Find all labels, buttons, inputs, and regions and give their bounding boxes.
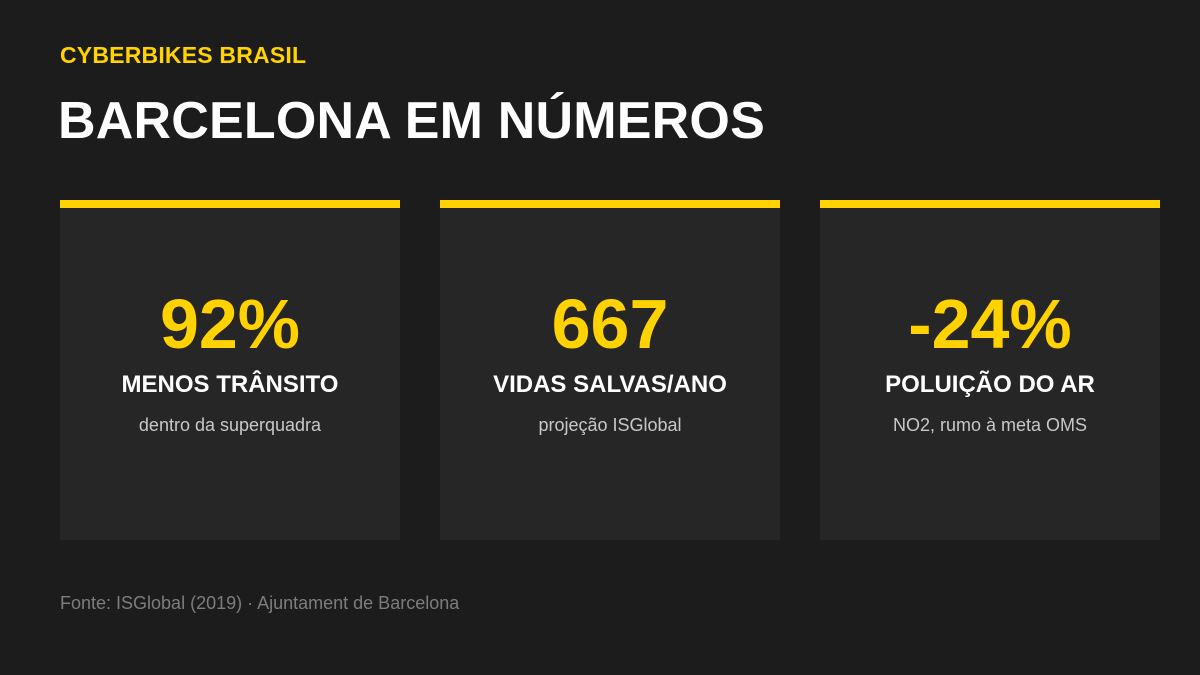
stat-label: POLUIÇÃO DO AR — [885, 371, 1095, 398]
brand-label: CYBERBIKES BRASIL — [60, 42, 307, 68]
stat-value: 667 — [551, 285, 669, 363]
source-footnote: Fonte: ISGlobal (2019) · Ajuntament de B… — [60, 593, 460, 613]
stat-card-pollution: -24% POLUIÇÃO DO AR NO2, rumo à meta OMS — [820, 200, 1160, 540]
stat-label: VIDAS SALVAS/ANO — [493, 371, 727, 398]
page-title: BARCELONA EM NÚMEROS — [58, 92, 765, 150]
stat-value: 92% — [159, 285, 301, 363]
stat-description: dentro da superquadra — [138, 415, 322, 435]
stat-card-traffic: 92% MENOS TRÂNSITO dentro da superquadra — [60, 200, 400, 540]
stats-grid: 92% MENOS TRÂNSITO dentro da superquadra… — [60, 200, 1160, 540]
stat-description: projeção ISGlobal — [538, 415, 682, 435]
stat-value: -24% — [908, 285, 1072, 363]
stat-label: MENOS TRÂNSITO — [121, 371, 339, 398]
stat-card-lives: 667 VIDAS SALVAS/ANO projeção ISGlobal — [440, 200, 780, 540]
stat-description: NO2, rumo à meta OMS — [892, 415, 1088, 435]
